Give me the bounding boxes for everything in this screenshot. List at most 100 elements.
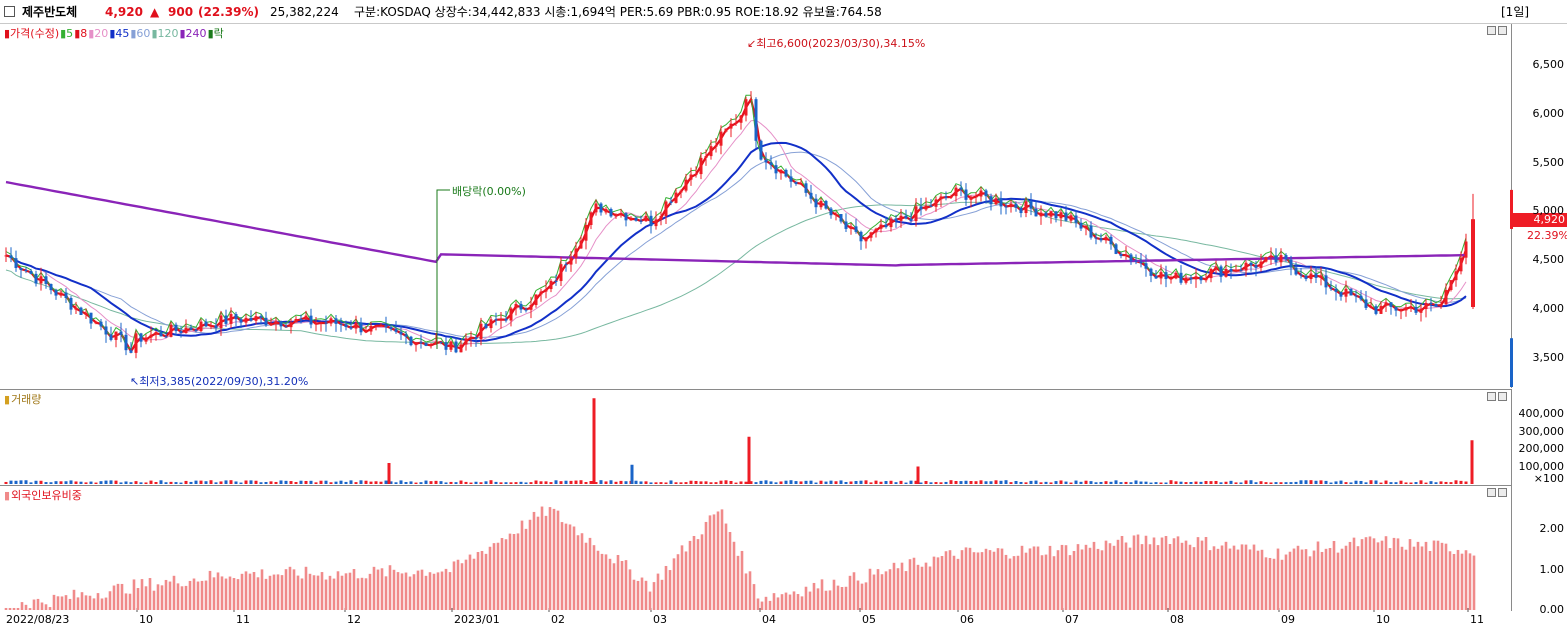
candle-body: [19, 268, 23, 270]
candle-body: [1289, 259, 1293, 268]
candle-body: [829, 208, 833, 216]
foreign-ownership-bar: [152, 590, 156, 610]
candle-body: [799, 183, 803, 185]
volume-bar: [1244, 480, 1248, 484]
foreign-ownership-bar: [1316, 541, 1320, 610]
foreign-ownership-bar: [208, 570, 212, 610]
foreign-ownership-bar: [876, 569, 880, 610]
foreign-ownership-bar: [560, 522, 564, 610]
volume-bar: [1324, 480, 1328, 484]
candle-body: [314, 323, 318, 325]
volume-bar: [1354, 480, 1358, 484]
minimize-volume-button[interactable]: [1487, 392, 1496, 401]
foreign-ownership-bar: [240, 573, 244, 610]
candle-body: [299, 318, 303, 320]
foreign-ownership-bar: [520, 520, 524, 610]
minimize-foreign-button[interactable]: [1487, 488, 1496, 497]
volume-bar: [1079, 481, 1083, 484]
volume-bar: [1349, 482, 1353, 484]
volume-bar: [1089, 481, 1093, 484]
volume-bar: [1004, 480, 1008, 484]
volume-bar: [359, 480, 363, 484]
candle-body: [1439, 304, 1443, 307]
volume-bar: [914, 480, 918, 484]
foreign-ownership-bar: [1244, 544, 1248, 610]
candle-body: [599, 203, 603, 213]
candle-body: [959, 187, 963, 190]
volume-bar: [709, 482, 713, 484]
volume-bar: [1124, 481, 1128, 484]
volume-bar: [819, 480, 823, 484]
select-checkbox[interactable]: [4, 6, 15, 17]
volume-bar: [689, 480, 693, 484]
high-annotation-text: 최고6,600(2023/03/30),34.15%: [756, 37, 926, 50]
volume-tick-label: ×100: [1533, 471, 1564, 485]
volume-bar: [1284, 482, 1288, 484]
volume-bar: [839, 480, 843, 484]
candle-body: [204, 321, 208, 327]
candle-body: [239, 319, 243, 323]
candle-body: [809, 192, 813, 199]
candle-body: [1139, 261, 1143, 264]
minimize-panel-button[interactable]: [1487, 26, 1496, 35]
volume-bar: [514, 482, 518, 484]
foreign-ownership-bar: [640, 577, 644, 610]
foreign-ownership-bar: [360, 577, 364, 610]
foreign-ownership-bar: [448, 572, 452, 610]
volume-bar: [669, 480, 673, 484]
volume-bar: [974, 481, 978, 484]
foreign-ownership-bar: [976, 552, 980, 610]
maximize-panel-button[interactable]: [1498, 26, 1507, 35]
candle-body: [154, 332, 158, 335]
volume-bar: [259, 482, 263, 484]
candle-body: [889, 218, 893, 228]
volume-bar: [279, 480, 283, 484]
candle-body: [1244, 262, 1248, 271]
volume-bar: [159, 480, 163, 484]
volume-bar: [459, 480, 463, 484]
foreign-ownership-bar: [1228, 548, 1232, 610]
candle-body: [869, 232, 873, 238]
volume-bar: [1374, 480, 1378, 484]
foreign-ownership-bar: [980, 552, 984, 610]
volume-bar: [1114, 480, 1118, 484]
maximize-volume-button[interactable]: [1498, 392, 1507, 401]
volume-bar: [759, 480, 763, 484]
candle-body: [824, 200, 828, 209]
foreign-ownership-bar: [112, 585, 116, 610]
volume-bar: [239, 482, 243, 484]
volume-tick-label: 100,000: [1518, 459, 1565, 473]
candle-body: [169, 324, 173, 337]
volume-bar: [1229, 480, 1233, 484]
foreign-ownership-bar: [860, 583, 864, 610]
candle-body: [134, 333, 138, 353]
period-selector[interactable]: [1일]: [1501, 5, 1530, 19]
candle-body: [1124, 254, 1128, 256]
legend-item: ▮60: [130, 27, 151, 40]
foreign-ownership-bar: [880, 574, 884, 610]
foreign-ownership-bar: [1232, 545, 1236, 610]
foreign-ownership-bar: [1432, 540, 1436, 610]
maximize-foreign-button[interactable]: [1498, 488, 1507, 497]
foreign-ownership-bar: [116, 583, 120, 610]
up-arrow-icon: ▲: [150, 5, 160, 19]
candle-body: [739, 115, 743, 123]
foreign-ownership-bar: [1308, 556, 1312, 610]
volume-bar: [124, 481, 128, 484]
volume-bar: [539, 481, 543, 484]
foreign-ownership-bar: [828, 590, 832, 610]
foreign-ownership-bar: [988, 550, 992, 610]
foreign-ownership-bar: [304, 566, 308, 610]
candle-body: [1354, 295, 1358, 297]
volume-bar: [1314, 480, 1318, 484]
volume-bar: [744, 481, 748, 484]
candle-body: [1404, 307, 1408, 311]
foreign-ownership-bar: [328, 575, 332, 610]
volume-bar: [364, 480, 368, 484]
foreign-ownership-bar: [268, 575, 272, 610]
foreign-ownership-bar: [28, 608, 32, 610]
candle-body: [264, 317, 268, 326]
volume-bar: [604, 481, 608, 484]
legend-item: ▮락: [207, 27, 224, 40]
volume-legend: ▮거래량: [4, 393, 42, 406]
